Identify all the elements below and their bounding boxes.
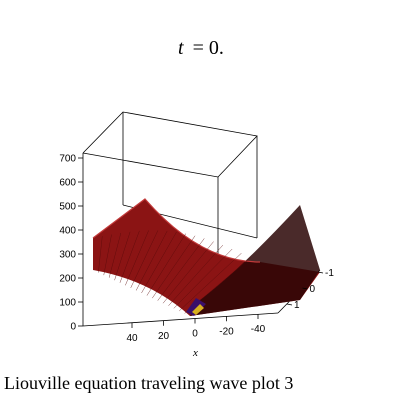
surface-mesh xyxy=(98,230,251,314)
y-tick-label: 0 xyxy=(310,284,316,295)
surface-accent-purple xyxy=(186,298,206,316)
surface-shade xyxy=(190,205,320,316)
y-tick-mark xyxy=(286,303,293,306)
y-axis: 10 -1 xyxy=(286,268,334,311)
mesh-line xyxy=(146,233,186,296)
z-tick-label: 700 xyxy=(59,154,76,165)
mesh-line xyxy=(157,238,205,301)
mesh-line xyxy=(162,241,214,304)
title-variable: t xyxy=(178,37,184,59)
x-axis-label: x xyxy=(192,347,198,359)
z-tick-label: 600 xyxy=(59,178,76,189)
z-tick-label: 200 xyxy=(59,274,76,285)
z-axis: 0 100 200 300 400 500 600 700 xyxy=(59,154,83,333)
y-tick-label: -1 xyxy=(325,268,334,279)
x-tick-label: 40 xyxy=(126,333,138,344)
y-tick-mark xyxy=(317,271,324,274)
mesh-line xyxy=(103,234,112,276)
surface-accent-yellow xyxy=(192,304,204,315)
mesh-line xyxy=(135,230,168,291)
x-tick-label: -20 xyxy=(219,326,234,337)
mesh-line xyxy=(141,231,177,294)
y-tick-mark xyxy=(302,287,308,290)
z-tick-label: 0 xyxy=(70,322,76,333)
mesh-line xyxy=(125,230,149,286)
mesh-line xyxy=(168,244,224,306)
box-floor-front xyxy=(82,312,279,327)
x-tick-label: 20 xyxy=(158,331,170,342)
plot-title: t = 0. xyxy=(178,37,224,59)
surface-ridge-highlight xyxy=(92,198,261,263)
z-tick-label: 500 xyxy=(59,202,76,213)
mesh-line xyxy=(119,230,140,283)
title-equation: = 0. xyxy=(193,37,224,59)
surface xyxy=(92,198,320,316)
mesh-line xyxy=(152,235,196,299)
x-axis: 40 20 0 -20 -40 xyxy=(126,314,266,344)
x-tick-label: -40 xyxy=(251,324,266,335)
z-tick-label: 400 xyxy=(59,226,76,237)
caption: Liouville equation traveling wave plot 3 xyxy=(4,373,293,393)
mesh-line xyxy=(114,231,131,281)
z-tick-label: 100 xyxy=(59,298,76,309)
x-tick-label: 0 xyxy=(192,329,198,340)
mesh-line xyxy=(173,248,233,309)
mesh-line xyxy=(98,236,103,273)
box-back-top xyxy=(82,111,258,178)
mesh-line xyxy=(108,232,122,278)
mesh-line xyxy=(179,252,242,312)
mesh-line xyxy=(130,230,159,288)
z-tick-label: 300 xyxy=(59,250,76,261)
y-tick-label: 1 xyxy=(294,300,300,311)
